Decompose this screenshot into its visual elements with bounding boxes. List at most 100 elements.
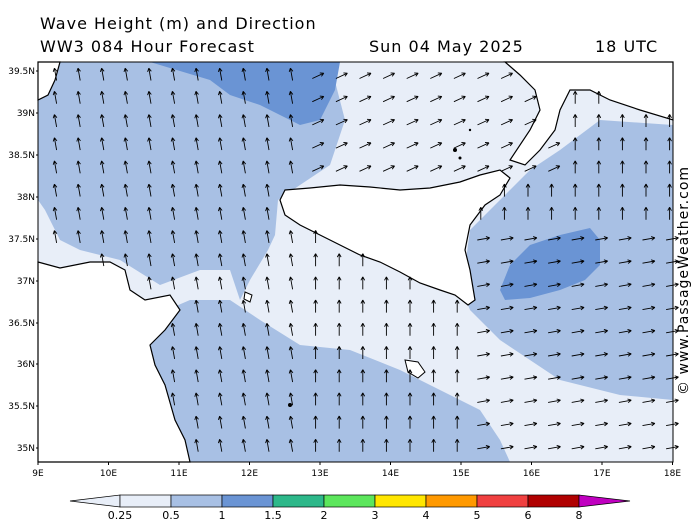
credit-watermark: © www.PassageWeather.com xyxy=(676,165,692,395)
wave-arrow xyxy=(288,160,294,174)
wave-arrow xyxy=(241,207,247,220)
wave-arrow xyxy=(217,392,223,406)
wave-arrow xyxy=(642,444,656,450)
wave-arrow xyxy=(643,183,649,197)
wave-arrow xyxy=(477,328,490,334)
wave-arrow xyxy=(595,305,608,311)
wave-arrow xyxy=(548,421,561,427)
wave-arrow xyxy=(52,230,58,243)
wave-arrow xyxy=(524,398,538,404)
wave-arrow xyxy=(453,72,466,79)
wave-arrow xyxy=(406,142,419,149)
sicily-land xyxy=(279,169,511,306)
latitude-label: 36.5N xyxy=(8,319,35,329)
wave-arrow xyxy=(241,439,247,452)
wave-arrow xyxy=(123,230,129,243)
wave-arrow xyxy=(99,114,105,127)
wave-arrow xyxy=(406,118,419,126)
wave-arrow xyxy=(477,421,490,427)
wave-arrow xyxy=(500,352,514,357)
wave-arrow xyxy=(548,352,561,357)
latitude-label: 39.5N xyxy=(8,67,35,77)
wave-arrow xyxy=(384,438,389,452)
wave-arrow xyxy=(595,352,608,357)
wave-arrow xyxy=(194,230,199,243)
wave-arrow xyxy=(454,346,460,359)
wave-arrow xyxy=(123,67,129,81)
wave-arrow xyxy=(335,142,348,149)
wave-arrow xyxy=(548,165,561,172)
wave-arrow xyxy=(384,322,389,336)
wave-arrow xyxy=(453,118,466,126)
legend-arrow-high xyxy=(578,494,631,508)
wave-arrow xyxy=(288,67,294,81)
wave-arrow xyxy=(359,95,372,103)
wave-arrow xyxy=(147,114,152,127)
wave-arrow xyxy=(359,165,372,172)
wave-arrow xyxy=(52,160,58,174)
wave-arrow xyxy=(123,137,129,151)
wave-arrow xyxy=(336,253,342,267)
wave-arrow xyxy=(194,160,199,174)
wave-arrow xyxy=(500,165,513,172)
wave-arrow xyxy=(194,67,199,81)
wave-arrow xyxy=(571,352,585,357)
wave-arrow xyxy=(431,392,436,406)
wave-arrow xyxy=(477,282,490,288)
wave-arrow xyxy=(52,67,58,81)
wave-arrow xyxy=(265,230,270,243)
wave-arrow xyxy=(194,323,199,336)
wave-arrow xyxy=(313,276,318,290)
wave-arrow xyxy=(76,207,81,220)
legend-label: 0.5 xyxy=(162,509,180,522)
latitude-label: 37.5N xyxy=(8,235,35,245)
wave-arrow xyxy=(241,137,247,151)
wave-arrow xyxy=(431,438,436,452)
wave-arrow xyxy=(170,160,176,174)
wave-arrow xyxy=(76,91,81,104)
wave-arrow xyxy=(147,207,152,220)
wave-arrow xyxy=(548,398,561,404)
legend-swatch xyxy=(323,494,376,508)
wave-arrow xyxy=(431,369,436,383)
wave-arrow xyxy=(618,444,632,450)
wave-arrow xyxy=(596,206,602,220)
wave-arrow xyxy=(477,142,490,149)
wave-arrow xyxy=(217,415,223,429)
wave-arrow xyxy=(265,253,270,267)
legend-label: 5 xyxy=(474,509,481,522)
tunisia-land xyxy=(37,261,191,463)
wave-arrow xyxy=(620,160,625,174)
wave-arrow xyxy=(335,118,348,126)
wave-arrow xyxy=(596,90,602,104)
wave-arrow xyxy=(170,323,176,336)
wave-arrow xyxy=(217,230,223,243)
wave-arrow xyxy=(241,91,247,104)
wave-arrow xyxy=(170,114,176,127)
longitude-label: 18E xyxy=(664,469,681,479)
wave-arrow xyxy=(76,137,81,151)
aeolian-island xyxy=(468,128,472,132)
wave-arrow xyxy=(620,206,625,220)
wave-arrow xyxy=(666,282,679,288)
wave-arrow xyxy=(643,160,649,174)
legend-swatch xyxy=(527,494,580,508)
wave-arrow xyxy=(667,160,672,174)
wave-arrow xyxy=(500,421,514,427)
wave-arrow xyxy=(288,439,294,452)
wave-arrow xyxy=(52,137,58,151)
wave-arrow xyxy=(123,207,129,220)
wave-arrow xyxy=(500,118,513,126)
wave-arrow xyxy=(618,398,632,404)
wave-arrow xyxy=(147,230,152,243)
wave-arrow xyxy=(596,114,602,127)
wave-arrow xyxy=(147,160,152,174)
legend-label: 0.25 xyxy=(108,509,133,522)
wave-arrow xyxy=(170,230,176,243)
longitude-label: 15E xyxy=(452,469,469,479)
wave-arrow xyxy=(170,346,176,359)
wave-arrow xyxy=(265,276,270,290)
wave-arrow xyxy=(407,392,413,406)
wave-arrow xyxy=(524,352,538,357)
wave-arrow xyxy=(99,91,105,104)
